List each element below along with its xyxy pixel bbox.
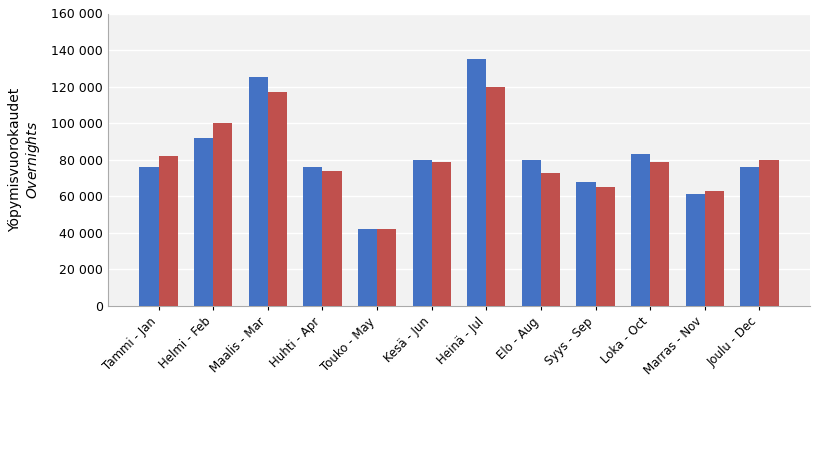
Bar [576, 182, 595, 306]
Bar [705, 191, 724, 306]
Bar [323, 171, 342, 306]
Bar [159, 156, 178, 306]
Bar [358, 229, 377, 306]
Bar [140, 167, 159, 306]
Bar [268, 92, 287, 306]
Bar [304, 167, 323, 306]
Bar [413, 160, 432, 306]
Bar [522, 160, 541, 306]
Bar [249, 77, 268, 306]
Bar [759, 160, 778, 306]
Bar [194, 138, 213, 306]
Bar [631, 154, 650, 306]
Bar [541, 172, 560, 306]
Bar [740, 167, 759, 306]
Y-axis label: Yöpymisvuorokaudet
$\it{Overnights}$: Yöpymisvuorokaudet $\it{Overnights}$ [7, 88, 42, 232]
Bar [486, 86, 505, 306]
Bar [213, 123, 232, 306]
Bar [467, 59, 486, 306]
Bar [377, 229, 396, 306]
Bar [595, 187, 614, 306]
Bar [686, 194, 705, 306]
Bar [432, 162, 451, 306]
Bar [650, 162, 669, 306]
